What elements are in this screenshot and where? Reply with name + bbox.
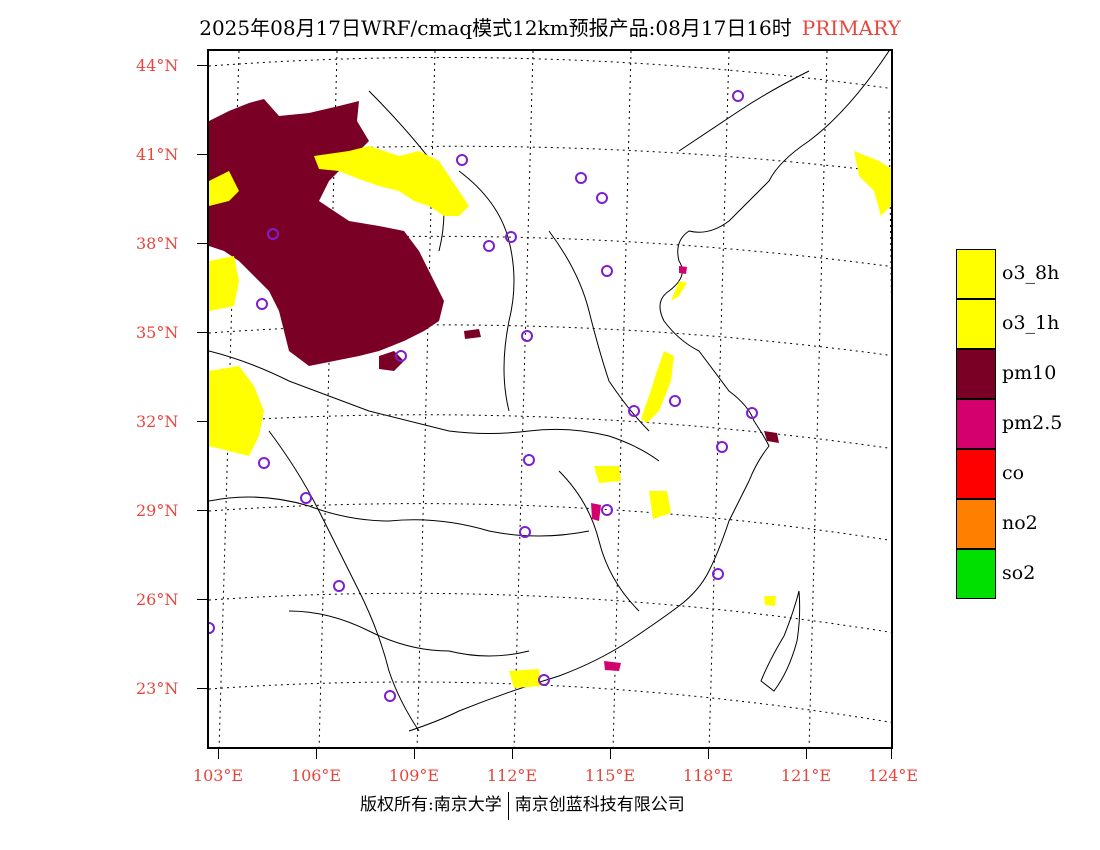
lat-label-41: 41°N (136, 145, 179, 164)
legend-swatch (956, 299, 996, 349)
lat-tick (197, 65, 207, 66)
lat-tick (197, 421, 207, 422)
map-panel (207, 49, 893, 749)
legend-swatch (956, 349, 996, 399)
legend-label: no2 (1002, 512, 1038, 534)
lat-tick (197, 599, 207, 600)
legend-swatch (956, 449, 996, 499)
lon-tick (414, 749, 415, 759)
lat-tick (197, 154, 207, 155)
lat-label-29: 29°N (136, 501, 179, 520)
lat-tick (197, 510, 207, 511)
lat-tick (197, 688, 207, 689)
lon-label-112: 112°E (486, 766, 538, 785)
lon-tick (891, 749, 892, 759)
lon-label-109: 109°E (388, 766, 440, 785)
longitude-gridlines (218, 51, 891, 747)
lon-tick (806, 749, 807, 759)
lat-label-35: 35°N (136, 323, 179, 342)
lat-label-26: 26°N (136, 590, 179, 609)
legend-swatch (956, 549, 996, 599)
map-canvas (209, 51, 891, 747)
pm25-areas (591, 266, 687, 671)
map-title-main: 2025年08月17日WRF/cmaq模式12km预报产品:08月17日16时 (199, 16, 792, 40)
legend-label: pm10 (1002, 362, 1057, 384)
lon-tick (708, 749, 709, 759)
lat-tick (197, 243, 207, 244)
legend-label: pm2.5 (1002, 412, 1063, 434)
legend-label: o3_8h (1002, 262, 1060, 284)
legend-label: co (1002, 462, 1025, 484)
lon-tick (512, 749, 513, 759)
lon-tick (316, 749, 317, 759)
lon-label-106: 106°E (290, 766, 342, 785)
boundary-lines (209, 51, 890, 732)
lon-tick (610, 749, 611, 759)
primary-tag: PRIMARY (801, 16, 901, 40)
lat-label-44: 44°N (136, 56, 179, 75)
lon-label-115: 115°E (584, 766, 636, 785)
legend-swatch (956, 399, 996, 449)
copyright-right: 南京创蓝科技有限公司 (514, 795, 685, 815)
pm10-areas (209, 99, 779, 443)
legend-swatch (956, 499, 996, 549)
station-markers (209, 90, 758, 702)
lon-label-121: 121°E (780, 766, 832, 785)
footer-separator (507, 791, 509, 820)
lon-label-118: 118°E (682, 766, 734, 785)
legend-swatch (956, 249, 996, 299)
lat-label-32: 32°N (136, 412, 179, 431)
lon-label-103: 103°E (192, 766, 244, 785)
legend-label: o3_1h (1002, 312, 1060, 334)
map-title: 2025年08月17日WRF/cmaq模式12km预报产品:08月17日16时 P… (0, 12, 1100, 41)
o3-areas (209, 146, 891, 688)
lat-label-23: 23°N (136, 679, 179, 698)
lat-label-38: 38°N (136, 234, 179, 253)
copyright-left: 版权所有:南京大学 (360, 795, 502, 815)
legend-label: so2 (1002, 562, 1036, 584)
lat-tick (197, 332, 207, 333)
lon-label-124: 124°E (867, 766, 919, 785)
copyright-footer: 版权所有:南京大学 南京创蓝科技有限公司 (360, 790, 685, 820)
lon-tick (218, 749, 219, 759)
